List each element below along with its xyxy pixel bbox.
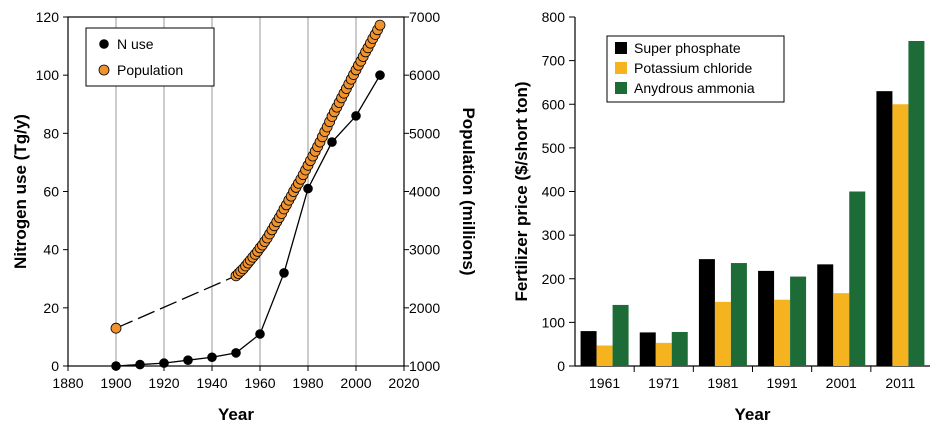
x-tick-label: 1980 [292, 375, 323, 391]
y-tick-label: 300 [542, 227, 566, 243]
bar [908, 40, 925, 367]
bar [758, 270, 775, 366]
y-tick-label: 600 [542, 96, 566, 112]
y2-tick-label: 5000 [409, 125, 440, 141]
n-use-point [279, 268, 289, 278]
n-use-point [111, 361, 121, 371]
legend-swatch [615, 42, 627, 54]
x-tick-label: 2011 [885, 375, 915, 391]
y-tick-label: 120 [36, 9, 60, 25]
n-use-point [351, 111, 361, 121]
x-tick-label: 1960 [244, 375, 275, 391]
bar [698, 259, 715, 366]
bar [730, 263, 747, 366]
y-axis-title: Nitrogen use (Tg/y) [11, 114, 30, 269]
bar [639, 332, 656, 366]
n-use-point [255, 329, 265, 339]
x-tick-label: 1961 [589, 375, 620, 391]
y-tick-label: 60 [43, 184, 59, 200]
legend-label: Potassium chloride [634, 60, 752, 76]
x-tick-label: 2000 [340, 375, 371, 391]
y-tick-label: 0 [557, 358, 565, 374]
fertilizer-price-chart: 0 100 200 300 400 500 600 700 800 1961 1971 1981 199… [512, 9, 930, 424]
n-use-line [115, 74, 381, 367]
bar [714, 301, 731, 366]
legend-swatch [615, 62, 627, 74]
y-tick-label: 0 [51, 358, 59, 374]
y-tick-label: 200 [542, 271, 566, 287]
x-tick-label: 1991 [767, 375, 798, 391]
x-tick-label: 1981 [707, 375, 738, 391]
bar [596, 345, 613, 366]
nitrogen-population-chart: 1880 1900 1920 1940 1960 1980 2000 2020 0 20 40 60 8… [11, 9, 478, 424]
bar [580, 331, 597, 366]
x-axis-title: Year [735, 405, 771, 424]
y2-tick-label: 7000 [409, 9, 440, 25]
n-use-point [303, 183, 313, 194]
legend-marker-n-use [99, 39, 109, 49]
y-tick-label: 20 [43, 300, 59, 316]
legend-box [85, 27, 215, 87]
n-use-point [159, 358, 169, 368]
y2-tick-label: 4000 [409, 184, 440, 200]
legend-swatch [615, 82, 627, 94]
y-tick-label: 700 [542, 53, 566, 69]
legend-label-n-use: N use [117, 36, 154, 52]
y2-tick-label: 1000 [409, 358, 440, 374]
y-axis-title: Fertilizer price ($/short ton) [512, 81, 531, 301]
x-axis-title: Year [218, 405, 254, 424]
legend-box [606, 35, 785, 103]
x-tick-label: 1940 [196, 375, 227, 391]
n-use-point [375, 70, 385, 80]
y-tick-label: 800 [542, 9, 566, 25]
x-tick-label: 1920 [148, 375, 179, 391]
y2-tick-label: 6000 [409, 67, 440, 83]
bar [655, 342, 672, 366]
bar [849, 191, 866, 366]
bar [817, 264, 834, 366]
n-use-point [231, 348, 241, 358]
population-point [110, 322, 122, 334]
legend-label: Anydrous ammonia [634, 80, 755, 96]
population-point [374, 19, 386, 31]
y-tick-label: 100 [36, 67, 60, 83]
legend-label-population: Population [117, 62, 183, 78]
bar [892, 104, 909, 366]
legend-label: Super phosphate [634, 40, 741, 56]
y-tick-label: 80 [43, 125, 59, 141]
y-tick-label: 400 [542, 184, 566, 200]
y2-tick-label: 2000 [409, 300, 440, 316]
legend-marker-population [98, 64, 110, 76]
x-tick-label: 1971 [648, 375, 679, 391]
bar [833, 293, 850, 366]
y-tick-label: 40 [43, 242, 59, 258]
x-tick-label: 2020 [388, 375, 419, 391]
x-tick-label: 2001 [826, 375, 857, 391]
bar [790, 276, 807, 366]
bar [774, 299, 791, 366]
n-use-point [207, 352, 217, 363]
n-use-point [183, 355, 193, 365]
n-use-point [135, 359, 145, 370]
y2-tick-label: 3000 [409, 242, 440, 258]
y-tick-label: 100 [542, 314, 566, 330]
bar [671, 331, 688, 366]
y2-axis-title: Population (millions) [459, 107, 478, 275]
bar [876, 91, 893, 366]
y-tick-label: 500 [542, 140, 566, 156]
n-use-point [327, 137, 337, 147]
population-dashed-line [115, 275, 237, 329]
x-tick-label: 1880 [52, 375, 83, 391]
x-tick-label: 1900 [100, 375, 131, 391]
bar [612, 304, 629, 366]
